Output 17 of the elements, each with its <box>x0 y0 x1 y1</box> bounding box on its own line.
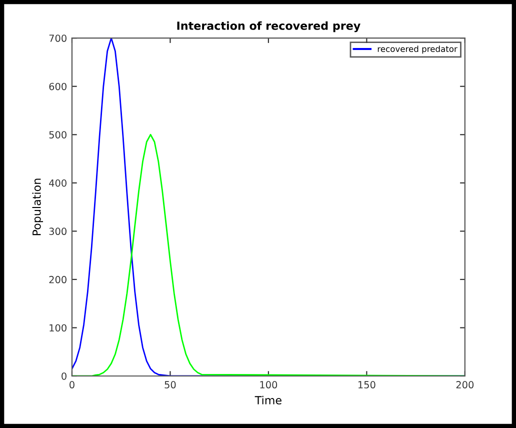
legend-label: recovered predator <box>378 46 458 54</box>
chart-title: Interaction of recovered prey <box>177 21 360 32</box>
x-tick-label: 200 <box>456 381 474 388</box>
y-tick-label: 500 <box>49 131 66 138</box>
y-tick-label: 200 <box>49 276 66 284</box>
x-axis-title: Time <box>254 396 282 404</box>
y-tick-label: 300 <box>49 228 66 236</box>
x-tick-label: 50 <box>164 381 176 388</box>
y-tick-label: 700 <box>49 34 66 42</box>
y-tick-label: 400 <box>49 179 66 187</box>
y-axis-title: Population <box>32 178 44 236</box>
y-tick-label: 0 <box>62 372 66 380</box>
y-tick-label: 600 <box>49 82 66 90</box>
x-tick-label: 150 <box>358 381 376 388</box>
x-tick-label: 100 <box>260 381 278 388</box>
x-tick-label: 0 <box>70 381 74 388</box>
y-tick-label: 100 <box>50 324 66 332</box>
